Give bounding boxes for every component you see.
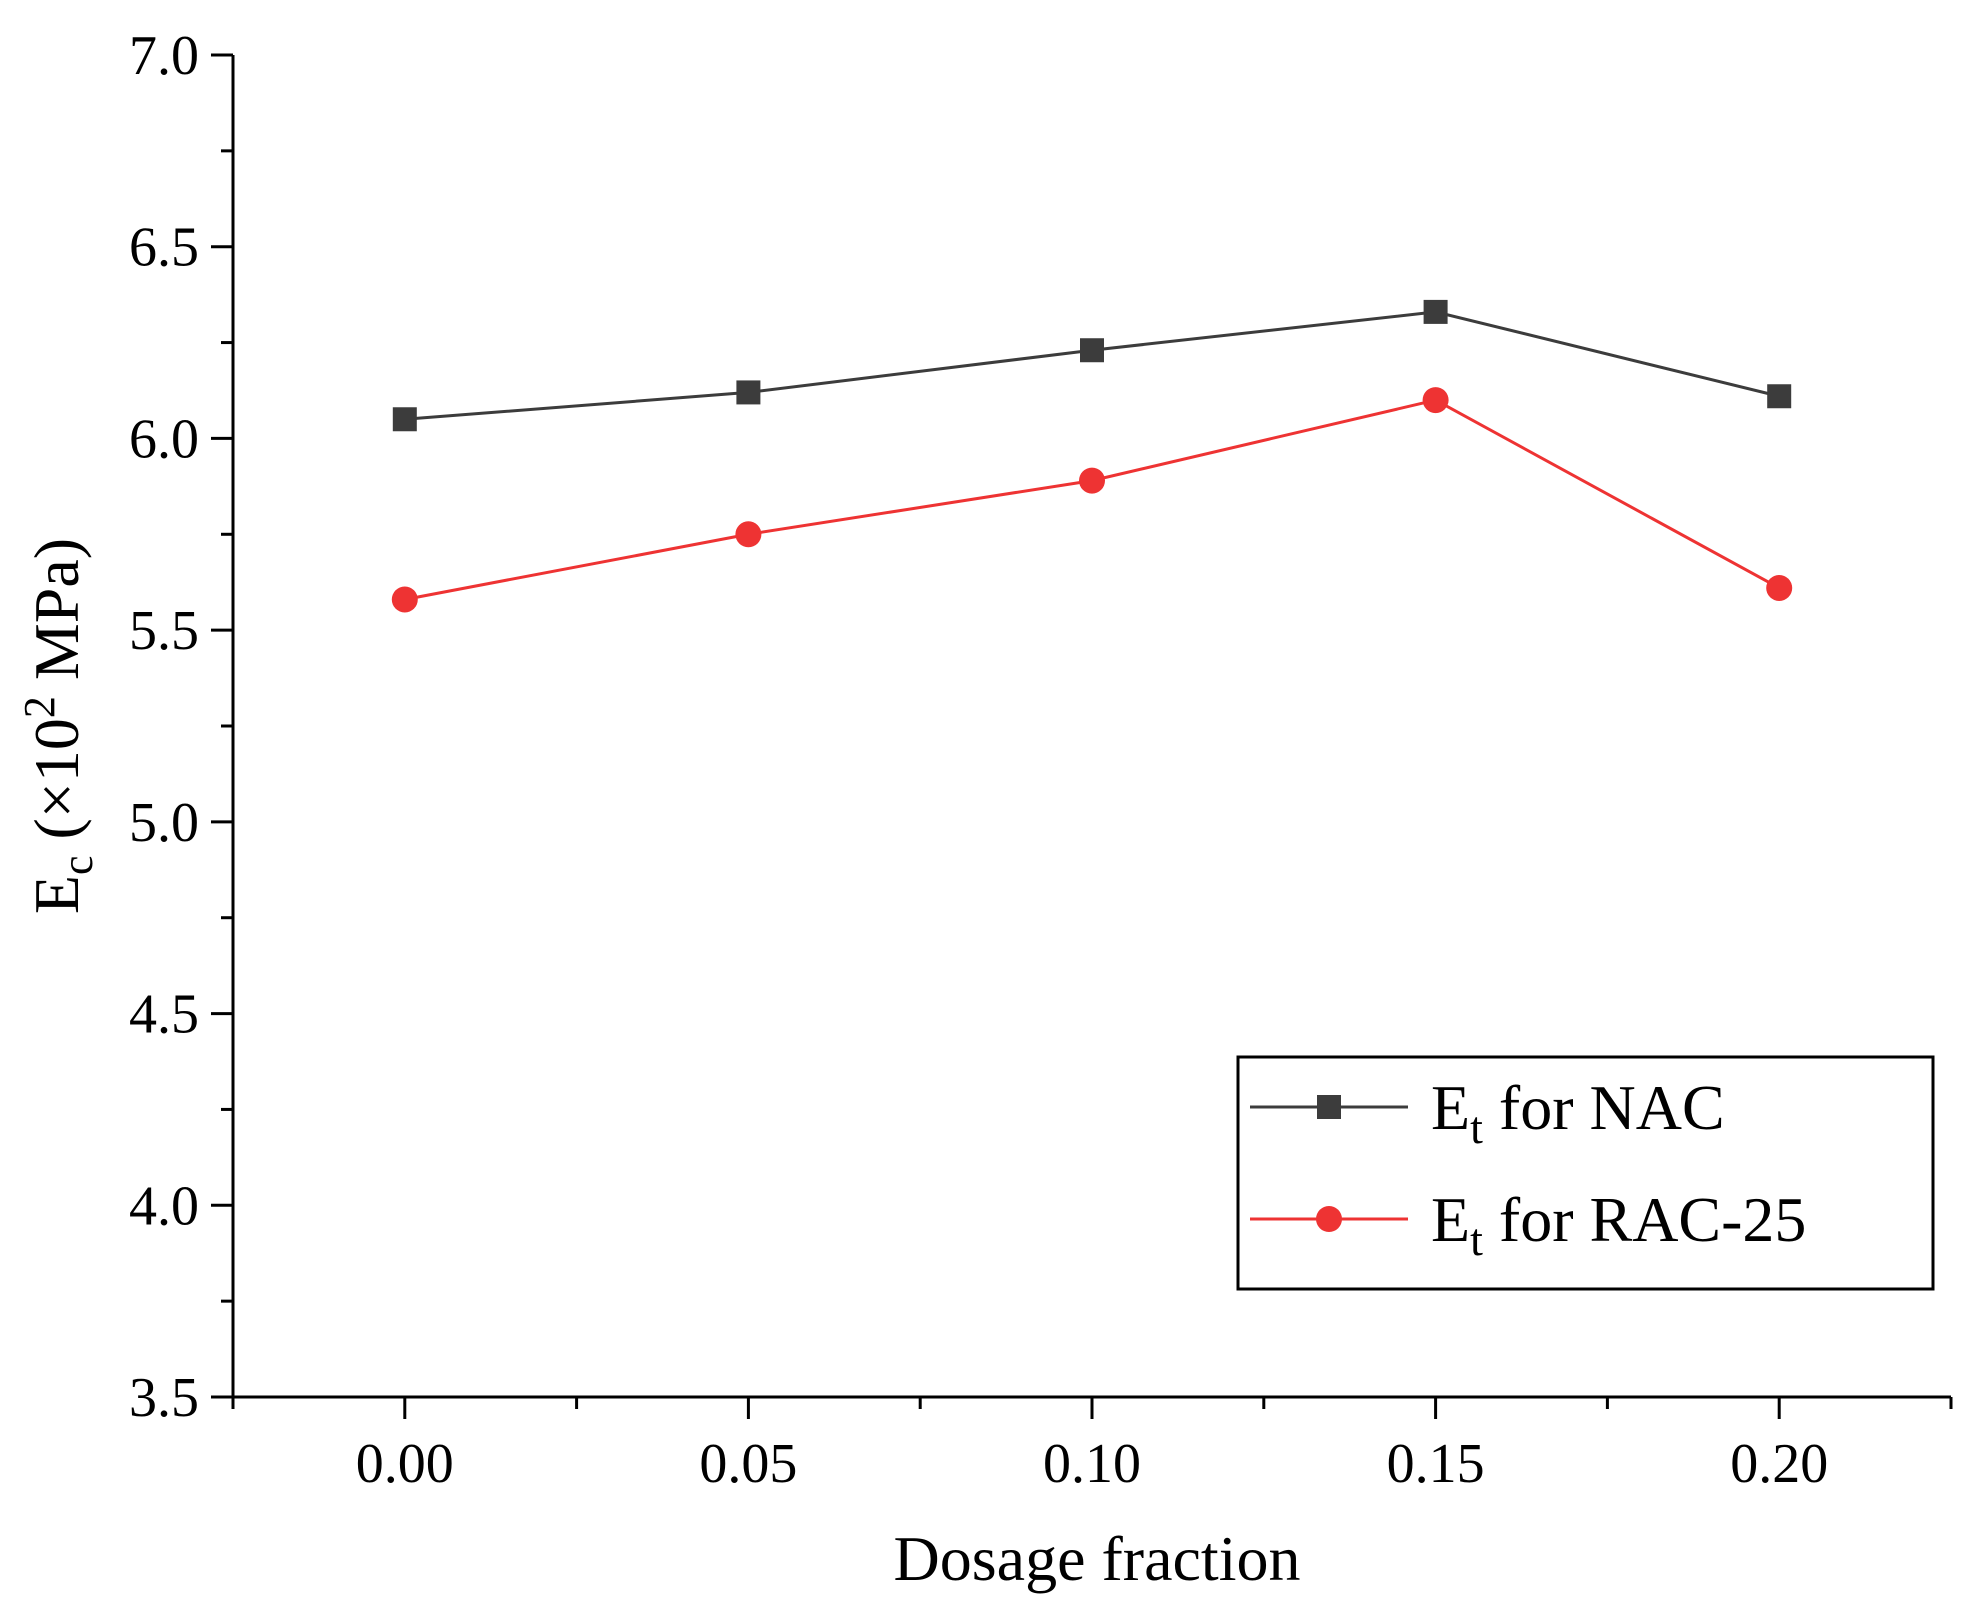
series-1-point: [735, 521, 762, 548]
legend-box: [1236, 1055, 1935, 1291]
x-tick-label: 0.20: [1730, 1433, 1828, 1495]
series-line-1: [404, 398, 1780, 601]
legend-label-subscript: t: [1470, 1214, 1483, 1265]
y-tick-label: 3.5: [129, 1367, 199, 1429]
legend-label-text: for RAC-25: [1483, 1184, 1807, 1255]
y-tick-label: 4.0: [129, 1175, 199, 1237]
y-axis-title: Ec (×102 MPa): [15, 538, 102, 914]
y-title-superscript: 2: [15, 696, 64, 718]
series-1-point: [1079, 467, 1105, 494]
series-0-point: [736, 380, 761, 405]
x-tick-label: 0.05: [699, 1433, 797, 1495]
y-title-suffix: MPa): [21, 538, 92, 696]
series-0-point: [1423, 299, 1448, 324]
series-layer: [391, 299, 1793, 613]
series-0-point: [392, 407, 417, 432]
y-title-base: E: [21, 875, 92, 914]
series-0-point: [1080, 338, 1104, 363]
legend-label-subscript: t: [1470, 1102, 1483, 1153]
x-tick-label: 0.15: [1387, 1433, 1485, 1495]
y-title-prefix: (×10: [21, 718, 92, 855]
legend-label-base: E: [1431, 1072, 1470, 1143]
y-tick-label: 6.5: [129, 217, 199, 279]
series-1-point: [391, 586, 418, 613]
y-tick-label: 4.5: [129, 984, 199, 1046]
x-tick-label: 0.10: [1043, 1433, 1141, 1495]
x-tick-label: 0.00: [356, 1433, 454, 1495]
legend-label-0: Et for NAC: [1431, 1072, 1725, 1153]
legend-label-text: for NAC: [1483, 1072, 1725, 1143]
y-tick-label: 5.5: [129, 600, 199, 662]
x-axis-title: Dosage fraction: [894, 1523, 1301, 1594]
y-tick-label: 7.0: [129, 25, 199, 87]
axes-layer: 3.5 4.0 4.5 5.0 5.5 6.0 6.5 7.0 0.00 0.05 0.10 0.15…: [15, 25, 1953, 1594]
legend-marker-1: [1316, 1206, 1342, 1232]
series-1-point: [1422, 387, 1449, 414]
legend-marker-0: [1317, 1095, 1341, 1119]
legend-label-1: Et for RAC-25: [1431, 1184, 1806, 1265]
y-tick-label: 5.0: [129, 792, 199, 854]
y-title-subscript: c: [53, 856, 102, 876]
series-0-point: [1767, 384, 1792, 409]
y-tick-label: 6.0: [129, 408, 199, 470]
series-line-0: [404, 310, 1780, 421]
legend-label-base: E: [1431, 1184, 1470, 1255]
series-1-point: [1766, 574, 1793, 601]
